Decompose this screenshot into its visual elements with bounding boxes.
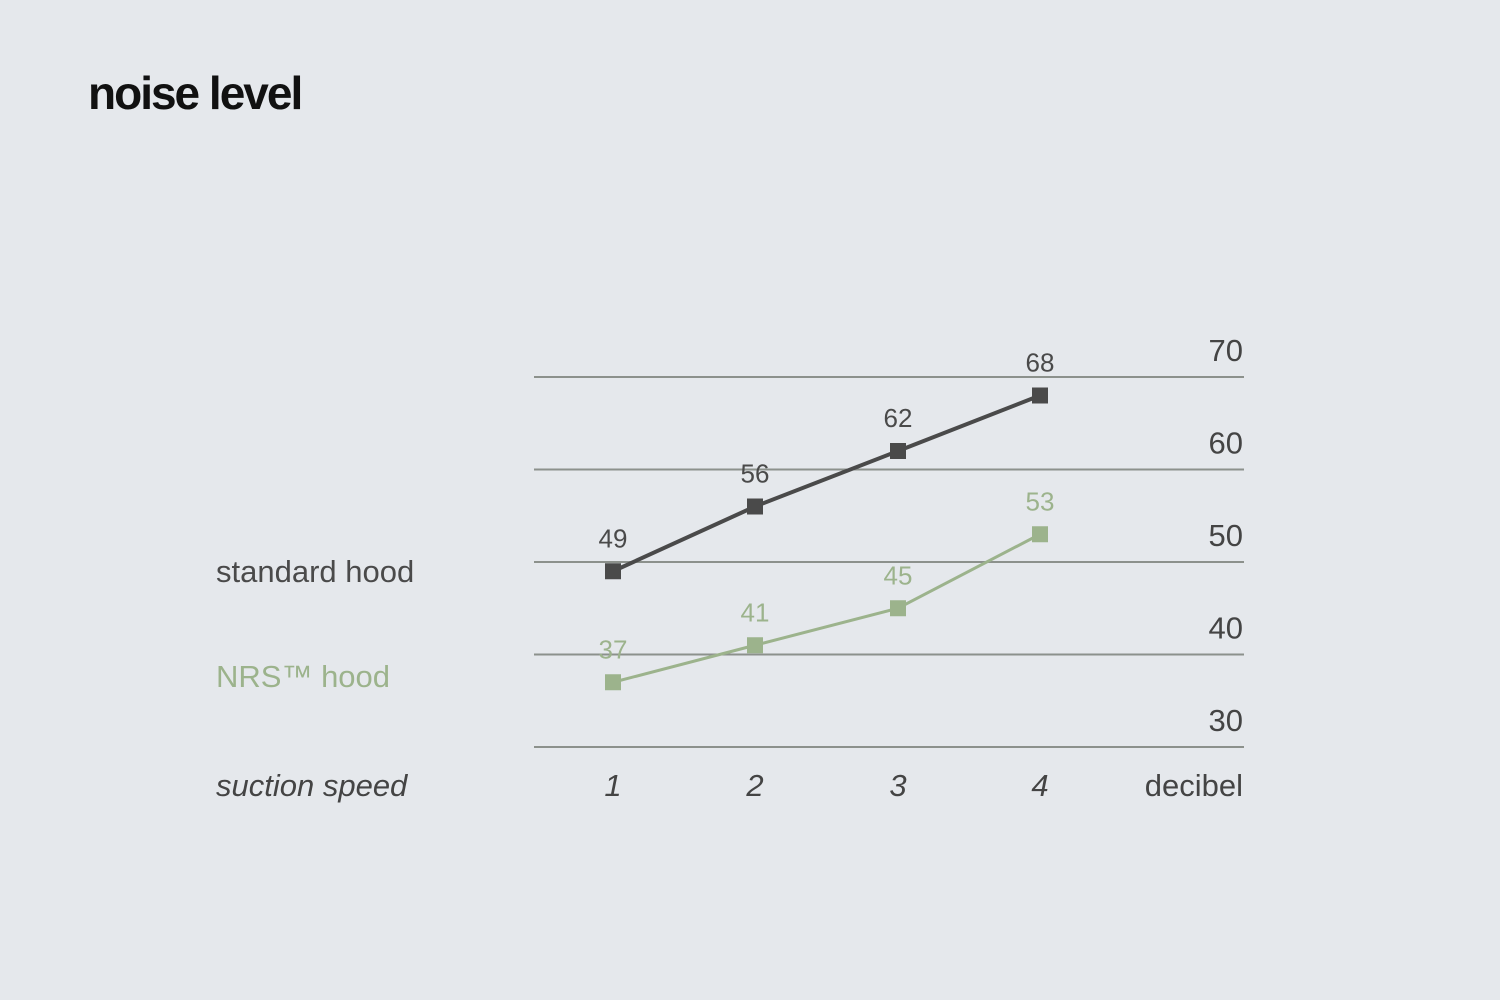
y-tick-label-60: 60 [1209, 426, 1243, 461]
data-label-0-1: 56 [741, 459, 770, 489]
data-label-1-2: 45 [884, 560, 913, 590]
data-point-1-0 [605, 674, 621, 691]
x-tick-labels: 1 2 3 4 [604, 768, 1048, 803]
y-tick-label-70: 70 [1209, 333, 1243, 368]
x-tick-label-1: 1 [604, 768, 621, 803]
y-tick-labels: 30 40 50 60 70 [1209, 333, 1243, 738]
data-point-1-2 [890, 600, 906, 617]
y-tick-label-50: 50 [1209, 518, 1243, 553]
data-label-0-0: 49 [599, 523, 628, 553]
x-axis-label: suction speed [216, 768, 409, 803]
legend: standard hood NRS™ hood [216, 554, 414, 694]
y-axis-unit-label: decibel [1145, 768, 1243, 803]
x-tick-label-3: 3 [889, 768, 906, 803]
data-label-1-1: 41 [741, 597, 770, 627]
y-tick-label-40: 40 [1209, 611, 1243, 646]
gridlines [534, 376, 1244, 748]
series-1: 37 41 45 53 [599, 486, 1055, 691]
legend-label-1: NRS™ hood [216, 659, 390, 694]
series-line-1 [612, 532, 1041, 684]
data-label-0-2: 62 [884, 403, 913, 433]
data-point-0-1 [747, 498, 763, 515]
data-label-0-3: 68 [1026, 348, 1055, 378]
data-label-1-0: 37 [599, 634, 628, 664]
data-point-0-3 [1032, 387, 1048, 404]
data-point-1-1 [747, 637, 763, 654]
data-point-1-3 [1032, 526, 1048, 543]
x-tick-label-4: 4 [1031, 768, 1048, 803]
chart-title: noise level [88, 67, 303, 119]
data-label-1-3: 53 [1026, 486, 1055, 516]
x-tick-label-2: 2 [745, 768, 763, 803]
series-line-0 [612, 393, 1041, 574]
legend-label-0: standard hood [216, 554, 414, 589]
data-point-0-2 [890, 443, 906, 459]
y-tick-label-30: 30 [1209, 703, 1243, 738]
data-point-0-0 [605, 563, 621, 580]
series-layer: 49 56 62 68 37 41 45 53 [599, 348, 1055, 691]
series-0: 49 56 62 68 [599, 348, 1055, 580]
